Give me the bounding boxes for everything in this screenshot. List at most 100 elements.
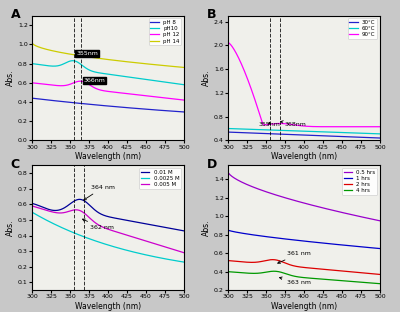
90°C [374, 125, 379, 129]
2 hrs [374, 272, 379, 276]
Y-axis label: Abs.: Abs. [6, 70, 15, 86]
X-axis label: Wavelength (nm): Wavelength (nm) [75, 302, 141, 311]
2 hrs [308, 266, 313, 270]
30°C [308, 134, 313, 137]
90°C [308, 124, 313, 128]
90°C [226, 41, 230, 45]
90°C [378, 125, 382, 129]
0.0025 M [102, 242, 106, 246]
Legend: 0.01 M, 0.0025 M, 0.005 M: 0.01 M, 0.0025 M, 0.005 M [140, 168, 181, 189]
Line: 60°C: 60°C [228, 129, 380, 134]
pH 14 [178, 65, 183, 69]
2 hrs [270, 258, 275, 261]
pH 12 [112, 90, 117, 94]
1 hrs [308, 240, 313, 244]
1 hrs [299, 239, 304, 243]
Line: pH 14: pH 14 [32, 42, 184, 67]
90°C [316, 125, 321, 129]
1 hrs [316, 241, 321, 245]
60°C [316, 130, 321, 134]
30°C [374, 136, 379, 140]
60°C [350, 131, 355, 135]
Line: 0.005 M: 0.005 M [32, 206, 184, 253]
0.5 hrs [308, 203, 313, 207]
Line: pH 12: pH 12 [32, 81, 184, 100]
2 hrs [226, 259, 230, 262]
pH 14 [112, 58, 117, 62]
30°C [226, 130, 230, 134]
Text: 368nm: 368nm [280, 121, 307, 127]
4 hrs [308, 276, 313, 280]
0.005 M [182, 251, 186, 255]
Line: 1 hrs: 1 hrs [228, 230, 380, 249]
1 hrs [226, 228, 230, 232]
Line: 0.0025 M: 0.0025 M [32, 212, 184, 262]
2 hrs [298, 265, 303, 269]
pH 14 [182, 66, 186, 69]
60°C [308, 129, 313, 133]
0.0025 M [112, 245, 117, 249]
X-axis label: Wavelength (nm): Wavelength (nm) [271, 152, 337, 161]
pH 8 [178, 110, 183, 114]
4 hrs [226, 270, 230, 274]
0.01 M [112, 216, 117, 220]
1 hrs [298, 239, 302, 242]
pH 12 [78, 79, 83, 83]
1 hrs [378, 247, 382, 251]
Line: 0.5 hrs: 0.5 hrs [228, 172, 380, 221]
60°C [299, 129, 304, 133]
Text: 366nm: 366nm [84, 78, 106, 83]
Text: C: C [11, 158, 20, 171]
pH 8 [182, 110, 186, 114]
0.005 M [120, 232, 125, 236]
pH 14 [120, 59, 125, 63]
pH 8 [30, 96, 34, 100]
0.01 M [154, 224, 159, 228]
0.0025 M [154, 255, 159, 259]
0.01 M [77, 197, 82, 201]
0.005 M [112, 229, 117, 233]
4 hrs [299, 275, 304, 279]
0.01 M [102, 214, 107, 217]
0.005 M [178, 250, 183, 253]
pH 12 [154, 95, 159, 99]
pH 12 [103, 89, 108, 93]
Line: pH 8: pH 8 [32, 98, 184, 112]
0.5 hrs [226, 170, 230, 174]
30°C [316, 134, 321, 138]
X-axis label: Wavelength (nm): Wavelength (nm) [75, 152, 141, 161]
0.5 hrs [350, 213, 355, 217]
pH 12 [182, 98, 186, 102]
pH 14 [103, 57, 108, 61]
Line: 0.01 M: 0.01 M [32, 199, 184, 231]
pH 8 [120, 105, 125, 109]
pH 12 [178, 98, 183, 102]
pH10 [30, 62, 34, 66]
pH10 [112, 73, 117, 77]
pH 12 [102, 89, 107, 93]
pH10 [178, 82, 183, 86]
0.01 M [120, 218, 125, 222]
pH10 [154, 79, 159, 83]
pH 12 [120, 91, 125, 95]
Legend: 0.5 hrs, 1 hrs, 2 hrs, 4 hrs: 0.5 hrs, 1 hrs, 2 hrs, 4 hrs [342, 168, 377, 195]
Text: 355nm: 355nm [76, 51, 98, 56]
30°C [350, 135, 355, 139]
4 hrs [378, 282, 382, 285]
pH 14 [30, 41, 34, 44]
Text: 364 nm: 364 nm [84, 185, 115, 200]
60°C [378, 132, 382, 136]
pH 8 [112, 105, 117, 109]
0.5 hrs [298, 200, 302, 204]
Line: 4 hrs: 4 hrs [228, 271, 380, 284]
0.01 M [30, 202, 34, 205]
2 hrs [378, 273, 382, 276]
Y-axis label: Abs.: Abs. [6, 220, 15, 236]
30°C [378, 136, 382, 140]
60°C [226, 127, 230, 130]
1 hrs [374, 246, 379, 250]
0.005 M [103, 226, 108, 230]
4 hrs [316, 277, 321, 281]
0.5 hrs [374, 218, 379, 222]
2 hrs [316, 267, 321, 271]
